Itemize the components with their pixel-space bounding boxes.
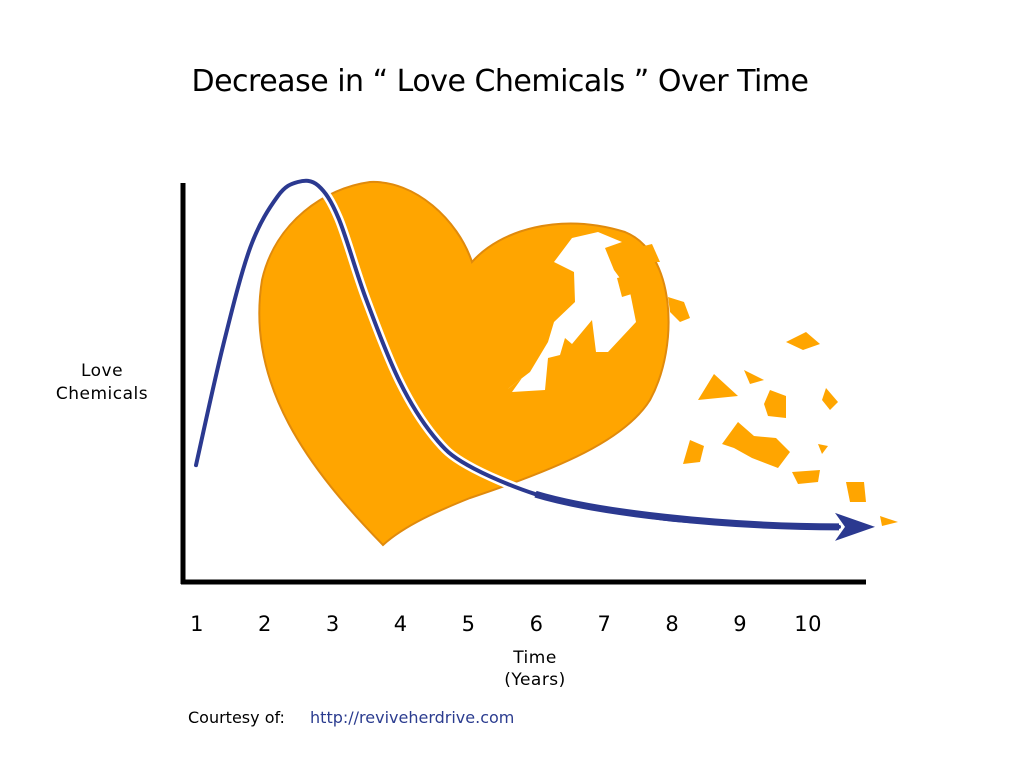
y-axis-label-line-1: Love [80, 361, 124, 381]
series-arrowhead [835, 512, 875, 541]
heart-shard [786, 332, 820, 350]
x-tick-label: 3 [325, 612, 340, 636]
heart-shard [698, 374, 738, 400]
heart-shard [822, 388, 838, 410]
heart-shard [722, 422, 790, 468]
heart-shard [683, 440, 704, 464]
x-tick-label: 8 [665, 612, 680, 636]
y-axis-label: Love Chemicals [46, 360, 158, 406]
y-axis-label-line-2: Chemicals [55, 384, 149, 404]
x-tick-label: 1 [190, 612, 204, 636]
x-axis-label-line-2: (Years) [504, 670, 566, 690]
source-link[interactable]: http://reviveherdrive.com [310, 708, 515, 727]
chart-title: Decrease in “ Love Chemicals ” Over Time [191, 64, 810, 99]
heart-shard [792, 470, 820, 484]
courtesy-label: Courtesy of: [188, 708, 285, 727]
heart-shard [846, 482, 866, 502]
x-axis-label: Time (Years) [470, 647, 600, 691]
heart-crack [496, 232, 636, 398]
x-tick-label: 4 [393, 612, 408, 636]
heart-shard [617, 274, 638, 297]
series-line-tail [534, 490, 840, 531]
x-tick-label: 2 [257, 612, 272, 636]
x-tick-label: 9 [733, 612, 748, 636]
x-tick-label: 6 [529, 612, 544, 636]
x-axis-label-line-1: Time [513, 648, 557, 668]
x-tick-label: 7 [597, 612, 612, 636]
heart-shard [880, 516, 898, 526]
footer: Courtesy of: http://reviveherdrive.com [188, 708, 514, 727]
heart-shard [818, 444, 828, 454]
broken-heart-illustration [258, 180, 898, 547]
x-tick-label: 10 [794, 612, 822, 636]
heart-shard [764, 390, 786, 418]
heart-shard [744, 370, 764, 384]
heart-shards [617, 244, 898, 526]
series-layer [191, 176, 875, 541]
heart-shard [640, 244, 660, 262]
heart-shard [668, 297, 690, 322]
x-tick-label: 5 [461, 612, 476, 636]
